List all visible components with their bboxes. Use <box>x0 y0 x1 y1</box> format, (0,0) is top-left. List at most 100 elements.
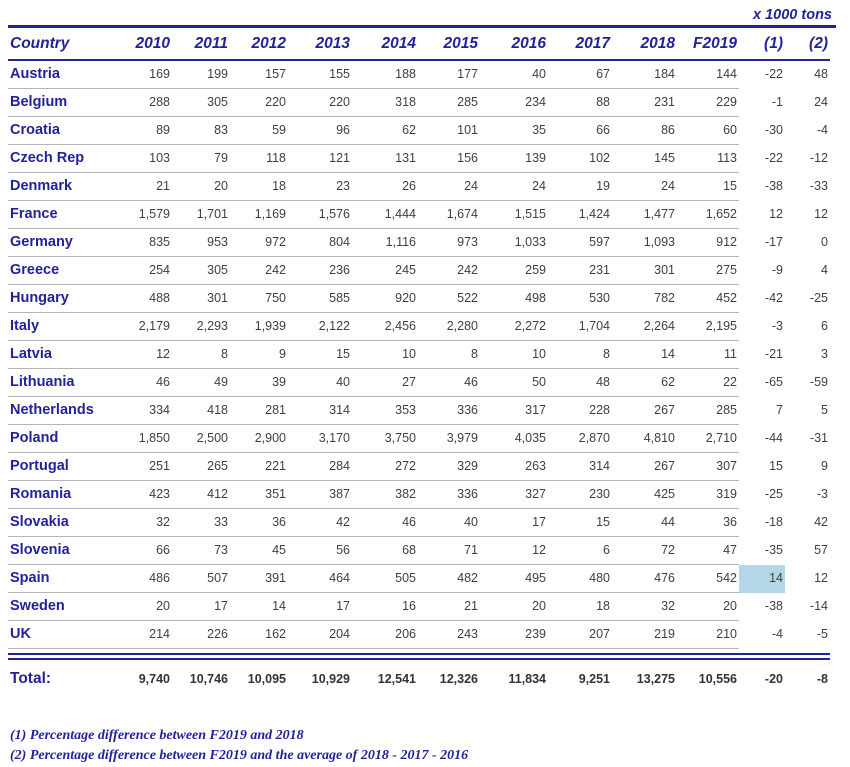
total-label: Total: <box>10 670 52 687</box>
value-cell: 219 <box>612 620 677 649</box>
value-cell: 265 <box>172 452 230 481</box>
value-cell: 71 <box>418 536 480 565</box>
value-cell: 12 <box>814 207 828 221</box>
column-header: 2011 <box>172 28 230 61</box>
value-cell: 488 <box>112 284 172 313</box>
country-cell: Latvia <box>8 340 112 369</box>
value-cell: 24 <box>814 95 828 109</box>
value-cell: -5 <box>816 627 828 641</box>
column-header: 2016 <box>480 28 548 61</box>
value-cell: 1,116 <box>352 228 418 257</box>
value-cell: 334 <box>112 396 172 425</box>
value-cell: 16 <box>352 592 418 621</box>
value-cell: 251 <box>112 452 172 481</box>
value-cell: 281 <box>230 396 288 425</box>
value-cell: 59 <box>230 116 288 145</box>
table-row: Netherlands 334 418 281 314 353 336 317 228 267 28… <box>8 396 830 425</box>
value-cell: 912 <box>677 228 739 257</box>
value-cell: 45 <box>230 536 288 565</box>
value-cell: 288 <box>112 88 172 117</box>
table-row: Portugal 251 265 221 284 272 329 263 314 267 307 15… <box>8 452 830 481</box>
column-header: 2018 <box>612 28 677 61</box>
table-row: Slovenia 66 73 45 56 68 71 12 6 72 47 -35 57 <box>8 536 830 565</box>
country-cell: Belgium <box>8 88 112 117</box>
value-cell: 418 <box>172 396 230 425</box>
value-cell: 207 <box>548 620 612 649</box>
value-cell: 144 <box>677 60 739 89</box>
value-cell: 1,652 <box>677 200 739 229</box>
value-cell: 24 <box>612 172 677 201</box>
value-cell: 15 <box>677 172 739 201</box>
value-cell: 27 <box>352 368 418 397</box>
table-row: Croatia 89 83 59 96 62 101 35 66 86 60 -30 -4 <box>8 116 830 145</box>
value-cell: 204 <box>288 620 352 649</box>
value-cell: 423 <box>112 480 172 509</box>
value-cell: 96 <box>288 116 352 145</box>
value-cell: -3 <box>771 319 783 333</box>
value-cell: 2,710 <box>677 424 739 453</box>
value-cell: -25 <box>809 291 828 305</box>
value-cell: -42 <box>764 291 783 305</box>
value-cell: 67 <box>548 60 612 89</box>
value-cell: 35 <box>480 116 548 145</box>
value-cell: 2,195 <box>677 312 739 341</box>
value-cell: 18 <box>230 172 288 201</box>
footnotes: (1) Percentage difference between F2019 … <box>10 726 836 767</box>
value-cell: 750 <box>230 284 288 313</box>
value-cell: 10 <box>480 340 548 369</box>
value-cell: 113 <box>677 144 739 173</box>
value-cell: 4,035 <box>480 424 548 453</box>
value-cell: 118 <box>230 144 288 173</box>
value-cell: -12 <box>809 151 828 165</box>
data-table: Country 2010 2011 2012 2013 2014 2015 2016 2017 2… <box>8 28 830 649</box>
value-cell: 301 <box>172 284 230 313</box>
value-cell: 14 <box>230 592 288 621</box>
value-cell: 3 <box>821 347 828 361</box>
value-cell: 21 <box>418 592 480 621</box>
table-row: Spain 486 507 391 464 505 482 495 480 476 542 14 12 <box>8 564 830 593</box>
country-cell: Sweden <box>8 592 112 621</box>
value-cell: 206 <box>352 620 418 649</box>
value-cell: 243 <box>418 620 480 649</box>
value-cell: -18 <box>764 515 783 529</box>
value-cell: 1,579 <box>112 200 172 229</box>
table-row: France 1,579 1,701 1,169 1,576 1,444 1,674 1,51… <box>8 200 830 229</box>
value-cell: 86 <box>612 116 677 145</box>
value-cell: 46 <box>352 508 418 537</box>
value-cell: 131 <box>352 144 418 173</box>
country-cell: Croatia <box>8 116 112 145</box>
table-row: Belgium 288 305 220 220 318 285 234 88 231 229 -1 24 <box>8 88 830 117</box>
value-cell: 2,179 <box>112 312 172 341</box>
value-cell: 305 <box>172 88 230 117</box>
value-cell: 12 <box>112 340 172 369</box>
value-cell: 6 <box>821 319 828 333</box>
table-row: Latvia 12 8 9 15 10 8 10 8 14 11 -21 3 <box>8 340 830 369</box>
value-cell: 103 <box>112 144 172 173</box>
country-cell: Netherlands <box>8 396 112 425</box>
column-header: 2013 <box>288 28 352 61</box>
value-cell: 391 <box>230 564 288 593</box>
value-cell: -4 <box>816 123 828 137</box>
value-cell: 15 <box>548 508 612 537</box>
country-cell: Slovenia <box>8 536 112 565</box>
value-cell: -1 <box>771 95 783 109</box>
value-cell: 210 <box>677 620 739 649</box>
value-cell: -35 <box>764 543 783 557</box>
value-cell: 21 <box>112 172 172 201</box>
total-table: Total: 9,740 10,746 10,095 10,929 12,541 12,32… <box>8 660 830 696</box>
header-row: Country 2010 2011 2012 2013 2014 2015 2016 2017 2… <box>8 28 830 61</box>
value-cell: 254 <box>112 256 172 285</box>
value-cell: 40 <box>288 368 352 397</box>
value-cell: 220 <box>230 88 288 117</box>
value-cell: 188 <box>352 60 418 89</box>
value-cell: 2,280 <box>418 312 480 341</box>
value-cell: 530 <box>548 284 612 313</box>
value-cell: 39 <box>230 368 288 397</box>
value-cell: 2,870 <box>548 424 612 453</box>
value-cell: 17 <box>172 592 230 621</box>
table-row: Czech Rep 103 79 118 121 131 156 139 102 145 113 -2… <box>8 144 830 173</box>
value-cell: 284 <box>288 452 352 481</box>
country-cell: Poland <box>8 424 112 453</box>
footnote-1: (1) Percentage difference between F2019 … <box>10 728 304 743</box>
value-cell: 353 <box>352 396 418 425</box>
